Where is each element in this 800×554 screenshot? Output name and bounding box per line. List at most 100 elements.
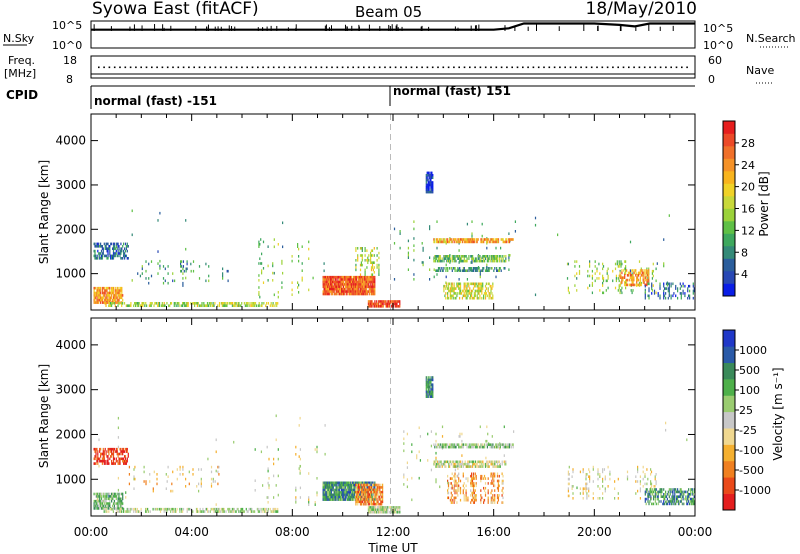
heatmap-cell [472,257,474,260]
heatmap-cell [378,268,380,272]
heatmap-cell [223,304,225,307]
heatmap-cell [110,291,112,295]
heatmap-cell [338,283,340,286]
heatmap-cell [128,465,131,469]
heatmap-cell [428,383,430,386]
heatmap-cell [113,504,116,508]
heatmap-cell [362,290,364,293]
heatmap-cell [124,459,127,463]
heatmap-cell [668,214,670,217]
heatmap-cell [669,497,671,501]
heatmap-cell [418,450,420,454]
heatmap-cell [117,436,120,439]
heatmap-cell [377,305,379,308]
heatmap-cell [363,498,365,501]
heatmap-cell [329,481,331,485]
heatmap-cell [160,304,163,307]
heatmap-cell [458,489,460,492]
nave-tick-bottom: 0 [708,73,715,86]
heatmap-cell [156,507,158,511]
heatmap-cell [120,502,122,505]
heatmap-cell [504,462,506,466]
heatmap-cell [343,287,346,291]
heatmap-cell [495,240,497,244]
heatmap-cell [483,486,485,490]
heatmap-cell [105,510,107,513]
heatmap-cell [376,502,378,506]
heatmap-cell [457,494,459,497]
heatmap-cell [471,289,474,293]
heatmap-cell [638,278,640,282]
heatmap-cell [617,265,619,268]
heatmap-cell [370,490,372,494]
heatmap-cell [679,500,681,503]
heatmap-cell [442,240,444,244]
heatmap-cell [357,490,359,494]
heatmap-cell [337,498,339,501]
heatmap-cell [650,470,653,474]
heatmap-cell [223,510,225,513]
heatmap-cell [368,285,370,289]
heatmap-cell [368,278,370,281]
heatmap-cell [448,255,450,258]
heatmap-cell [447,257,449,260]
heatmap-cell [328,491,330,494]
heatmap-cell [222,272,224,275]
heatmap-cell [324,493,326,497]
heatmap-cell [347,498,349,501]
heatmap-cell [473,496,476,500]
heatmap-cell [377,302,379,306]
heatmap-cell [362,481,364,485]
heatmap-cell [682,495,684,498]
heatmap-cell [245,507,247,511]
heatmap-cell [179,507,181,511]
heatmap-cell [438,238,441,241]
heatmap-cell [94,462,96,465]
heatmap-cell [105,296,107,300]
heatmap-cell [357,247,359,250]
heatmap-cell [351,498,353,501]
heatmap-cell [679,490,681,494]
heatmap-cell [370,483,372,487]
heatmap-cell [357,283,359,286]
heatmap-cell [340,486,342,489]
heatmap-cell [263,302,265,305]
heatmap-cell [373,275,375,279]
heatmap-cell [119,459,121,463]
heatmap-cell [672,294,674,298]
heatmap-cell [491,257,493,260]
heatmap-cell [357,292,359,296]
heatmap-cell [209,510,211,513]
freq-point [643,66,646,69]
heatmap-cell [260,510,262,513]
heatmap-cell [261,269,263,272]
heatmap-cell [115,502,117,505]
heatmap-cell [426,378,428,382]
heatmap-cell [242,510,245,513]
heatmap-cell [363,278,365,281]
heatmap-cell [437,240,439,244]
heatmap-cell [665,296,667,300]
heatmap-cell [456,282,458,286]
heatmap-cell [469,287,471,290]
heatmap-cell [692,500,694,503]
heatmap-cell [347,486,349,489]
heatmap-cell [326,491,328,494]
heatmap-cell [422,246,424,250]
heatmap-cell [639,482,642,486]
heatmap-cell [114,492,116,496]
heatmap-cell [134,465,136,469]
heatmap-cell [447,484,450,488]
heatmap-cell [261,271,263,275]
heatmap-cell [363,285,365,289]
heatmap-cell [477,292,479,295]
heatmap-cell [355,488,357,492]
heatmap-cell [107,502,109,505]
heatmap-cell [378,495,380,499]
heatmap-cell [116,452,118,456]
heatmap-cell [239,304,241,307]
heatmap-cell [99,296,101,300]
heatmap-cell [502,474,504,478]
heatmap-cell [446,284,448,288]
heatmap-cell [135,302,137,305]
